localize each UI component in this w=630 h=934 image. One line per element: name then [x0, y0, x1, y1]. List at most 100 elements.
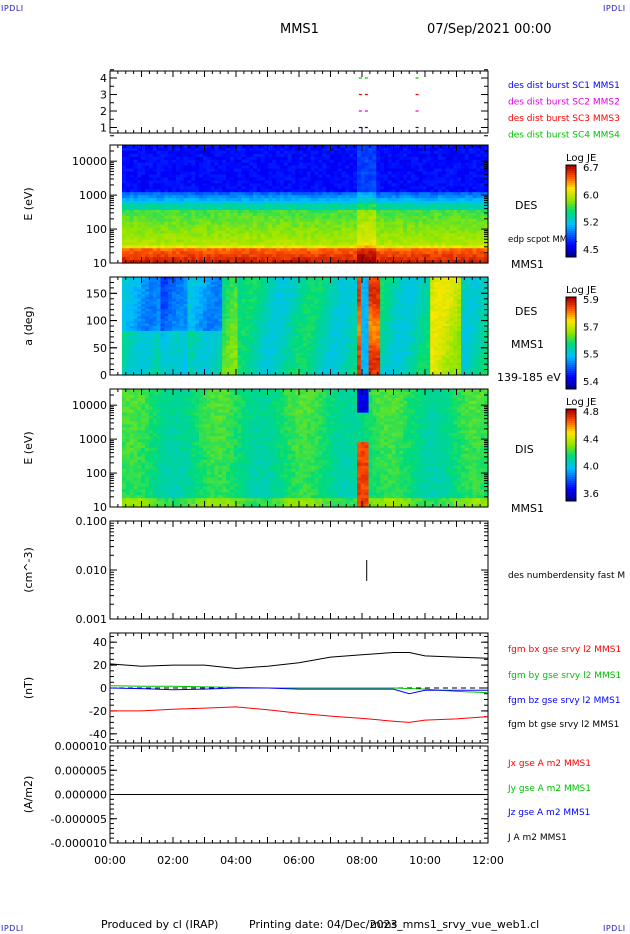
- spectrogram-cell: [148, 150, 154, 155]
- spectrogram-cell: [237, 162, 243, 167]
- spectrogram-cell: [129, 245, 135, 249]
- spectrogram-cell: [364, 150, 370, 155]
- spectrogram-cell: [283, 153, 289, 158]
- spectrogram-cell: [276, 227, 281, 232]
- spectrogram-cell: [172, 192, 177, 196]
- spectrogram-cell: [306, 236, 312, 240]
- spectrogram-cell: [260, 150, 266, 155]
- spectrogram-cell: [133, 186, 139, 190]
- spectrogram-cell: [179, 198, 185, 202]
- spectrogram-cell: [206, 254, 212, 258]
- spectrogram-cell: [318, 224, 323, 229]
- spectrogram-cell: [191, 171, 196, 176]
- spectrogram-cell: [333, 248, 339, 252]
- spectrogram-cell: [156, 174, 162, 179]
- spectrogram-cell: [303, 183, 308, 187]
- spectrogram-cell: [295, 227, 300, 232]
- spectrogram-cell: [156, 218, 162, 223]
- spectrogram-cell: [202, 251, 208, 255]
- spectrogram-cell: [214, 153, 219, 158]
- spectrogram-cell: [210, 224, 216, 229]
- spectrogram-cell: [125, 230, 131, 235]
- spectrogram-cell: [195, 254, 200, 258]
- spectrogram-cell: [260, 254, 266, 258]
- spectrogram-cell: [125, 242, 131, 246]
- spectrogram-cell: [357, 165, 362, 170]
- spectrogram-cell: [229, 230, 235, 235]
- spectrogram-cell: [322, 251, 327, 255]
- spectrogram-cell: [179, 195, 185, 199]
- spectrogram-cell: [326, 192, 331, 196]
- spectrogram-cell: [268, 221, 273, 226]
- spectrogram-cell: [333, 239, 339, 243]
- spectrogram-cell: [360, 186, 366, 190]
- spectrogram-cell: [295, 162, 300, 167]
- spectrogram-cell: [241, 230, 246, 235]
- spectrogram-cell: [226, 230, 231, 235]
- spectrogram-cell: [210, 242, 216, 246]
- spectrogram-cell: [252, 159, 258, 164]
- spectrogram-cell: [129, 165, 135, 170]
- spectrogram-cell: [279, 147, 285, 152]
- spectrogram-cell: [341, 150, 347, 155]
- spectrogram-cell: [283, 180, 289, 184]
- spectrogram-cell: [252, 168, 258, 173]
- spectrogram-cell: [122, 195, 127, 199]
- spectrogram-cell: [226, 212, 231, 217]
- spectrogram-cell: [245, 153, 250, 158]
- spectrogram-cell: [249, 233, 254, 238]
- spectrogram-cell: [148, 260, 154, 264]
- spectrogram-cell: [287, 198, 293, 202]
- spectrogram-cell: [310, 212, 316, 217]
- spectrogram-cell: [303, 162, 308, 167]
- spectrogram-cell: [175, 230, 181, 235]
- spectrogram-cell: [164, 239, 169, 243]
- spectrogram-cell: [287, 254, 293, 258]
- spectrogram-cell: [260, 147, 266, 152]
- spectrogram-cell: [326, 254, 331, 258]
- spectrogram-cell: [129, 162, 135, 167]
- spectrogram-cell: [333, 206, 339, 211]
- spectrogram-cell: [137, 147, 142, 152]
- spectrogram-cell: [191, 156, 196, 161]
- spectrogram-cell: [330, 242, 335, 246]
- spectrogram-cell: [222, 227, 227, 232]
- spectrogram-cell: [322, 218, 327, 223]
- spectrogram-cell: [214, 218, 219, 223]
- spectrogram-cell: [202, 212, 208, 217]
- spectrogram-cell: [322, 153, 327, 158]
- spectrogram-cell: [245, 156, 250, 161]
- spectrogram-cell: [179, 212, 185, 217]
- spectrogram-cell: [137, 162, 142, 167]
- spectrogram-cell: [237, 257, 243, 261]
- spectrogram-cell: [210, 257, 216, 261]
- spectrogram-cell: [156, 145, 162, 149]
- spectrogram-cell: [125, 147, 131, 152]
- spectrogram-cell: [129, 230, 135, 235]
- spectrogram-cell: [122, 212, 127, 217]
- spectrogram-cell: [303, 233, 308, 238]
- spectrogram-cell: [360, 195, 366, 199]
- spectrogram-cell: [276, 206, 281, 211]
- spectrogram-cell: [179, 218, 185, 223]
- spectrogram-cell: [148, 245, 154, 249]
- spectrogram-cell: [357, 195, 362, 199]
- spectrogram-cell: [276, 168, 281, 173]
- spectrogram-cell: [129, 206, 135, 211]
- spectrogram-cell: [160, 156, 165, 161]
- spectrogram-cell: [353, 177, 358, 181]
- spectrogram-cell: [306, 212, 312, 217]
- spectrogram-cell: [368, 227, 374, 232]
- spectrogram-cell: [264, 168, 269, 173]
- spectrogram-cell: [345, 180, 350, 184]
- spectrogram-cell: [172, 215, 177, 220]
- spectrogram-cell: [168, 233, 173, 238]
- spectrogram-cell: [310, 224, 316, 229]
- spectrogram-cell: [372, 195, 377, 199]
- spectrogram-cell: [330, 245, 335, 249]
- spectrogram-cell: [145, 168, 150, 173]
- spectrogram-cell: [125, 183, 131, 187]
- spectrogram-cell: [233, 180, 239, 184]
- spectrogram-cell: [326, 174, 331, 179]
- spectrogram-cell: [152, 174, 158, 179]
